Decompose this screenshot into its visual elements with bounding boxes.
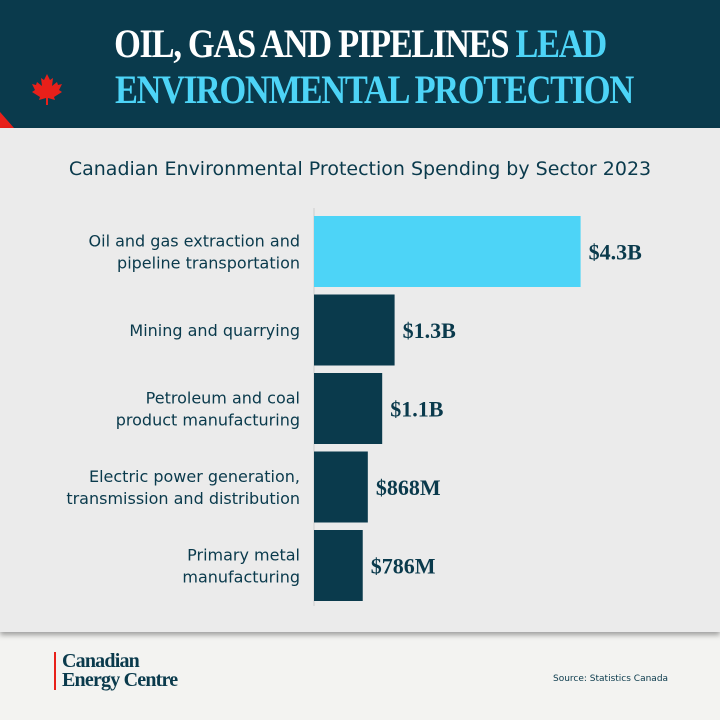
bar <box>314 451 368 523</box>
logo: Canadian Energy Centre <box>54 651 178 690</box>
headline-line-1: OIL, GAS AND PIPELINES LEAD <box>114 21 607 66</box>
chart-title: Canadian Environmental Protection Spendi… <box>68 158 652 180</box>
bar <box>314 294 395 366</box>
category-label: Primary metal manufacturing <box>182 546 300 587</box>
category-label: Electric power generation, transmission a… <box>66 467 300 508</box>
category-label: Oil and gas extraction and pipeline trans… <box>89 232 300 273</box>
bar <box>314 373 383 444</box>
header-banner: OIL, GAS AND PIPELINES LEAD ENVIRONMENTA… <box>0 0 720 128</box>
headline-line-2: ENVIRONMENTAL PROTECTION <box>115 67 634 112</box>
bar <box>314 216 581 287</box>
data-label: $4.3B <box>589 240 643 265</box>
data-label: $1.3B <box>403 318 457 343</box>
category-label: Petroleum and coal product manufacturing <box>116 389 300 430</box>
source-note: Source: Statistics Canada <box>553 674 669 684</box>
bar <box>314 530 363 601</box>
category-label: Mining and quarrying <box>129 321 300 340</box>
data-label: $1.1B <box>390 397 444 422</box>
data-label: $786M <box>371 554 436 579</box>
maple-leaf-icon <box>32 74 62 105</box>
data-label: $868M <box>376 475 441 500</box>
